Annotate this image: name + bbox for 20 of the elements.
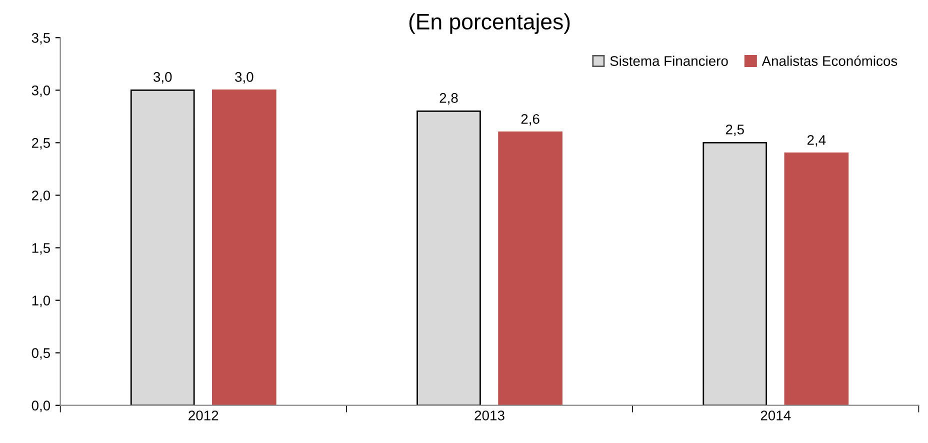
- data-label: 2,5: [726, 124, 744, 136]
- y-tick-label: 3,5: [32, 32, 50, 44]
- data-label: 2,8: [440, 93, 458, 105]
- x-tick-label: 2012: [188, 410, 218, 420]
- y-tick-label: 1,5: [32, 243, 50, 255]
- data-label: 2,6: [521, 114, 540, 126]
- y-tick-label: 2,0: [32, 190, 50, 202]
- y-tick-label: 1,0: [32, 296, 50, 308]
- legend-label: Sistema Financiero: [610, 56, 728, 66]
- x-tick-label: 2013: [474, 410, 504, 420]
- data-label: 2,4: [807, 135, 826, 147]
- chart-title: (En porcentajes): [409, 13, 570, 34]
- data-label: 3,0: [235, 72, 254, 84]
- y-tick-label: 0,5: [32, 348, 50, 360]
- x-tick-label: 2014: [760, 410, 791, 420]
- legend-label: Analistas Económicos: [762, 56, 898, 66]
- y-tick-label: 2,5: [32, 138, 50, 150]
- data-label: 3,0: [153, 72, 172, 84]
- y-tick-label: 0,0: [32, 400, 50, 412]
- y-tick-label: 3,0: [32, 86, 50, 97]
